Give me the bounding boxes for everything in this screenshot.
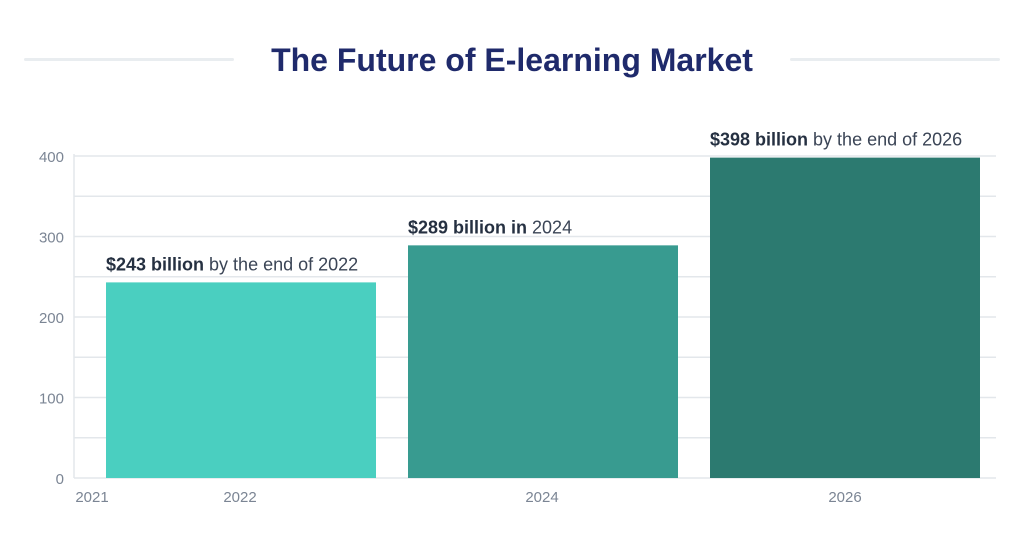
- x-tick-label: 2024: [525, 489, 558, 506]
- x-tick-label: 2022: [223, 489, 256, 506]
- title-rule-right: [790, 58, 1000, 61]
- y-tick-label: 200: [39, 310, 64, 327]
- title-rule-left: [24, 58, 234, 61]
- bar-2024: [408, 245, 678, 478]
- y-tick-label: 0: [56, 471, 64, 488]
- data-label-2024: $289 billion in 2024: [408, 217, 572, 237]
- y-tick-label: 400: [39, 149, 64, 166]
- data-label-2026: $398 billion by the end of 2026: [710, 130, 962, 150]
- data-label-2022: $243 billion by the end of 2022: [106, 254, 358, 274]
- chart-title: The Future of E-learning Market: [271, 42, 753, 78]
- x-tick-label: 2026: [828, 489, 861, 506]
- x-tick-label: 2021: [75, 489, 108, 506]
- bar-2022: [106, 282, 376, 478]
- y-tick-label: 100: [39, 391, 64, 408]
- y-tick-label: 300: [39, 230, 64, 247]
- bar-2026: [710, 157, 980, 479]
- chart-header: The Future of E-learning Market: [0, 36, 1024, 84]
